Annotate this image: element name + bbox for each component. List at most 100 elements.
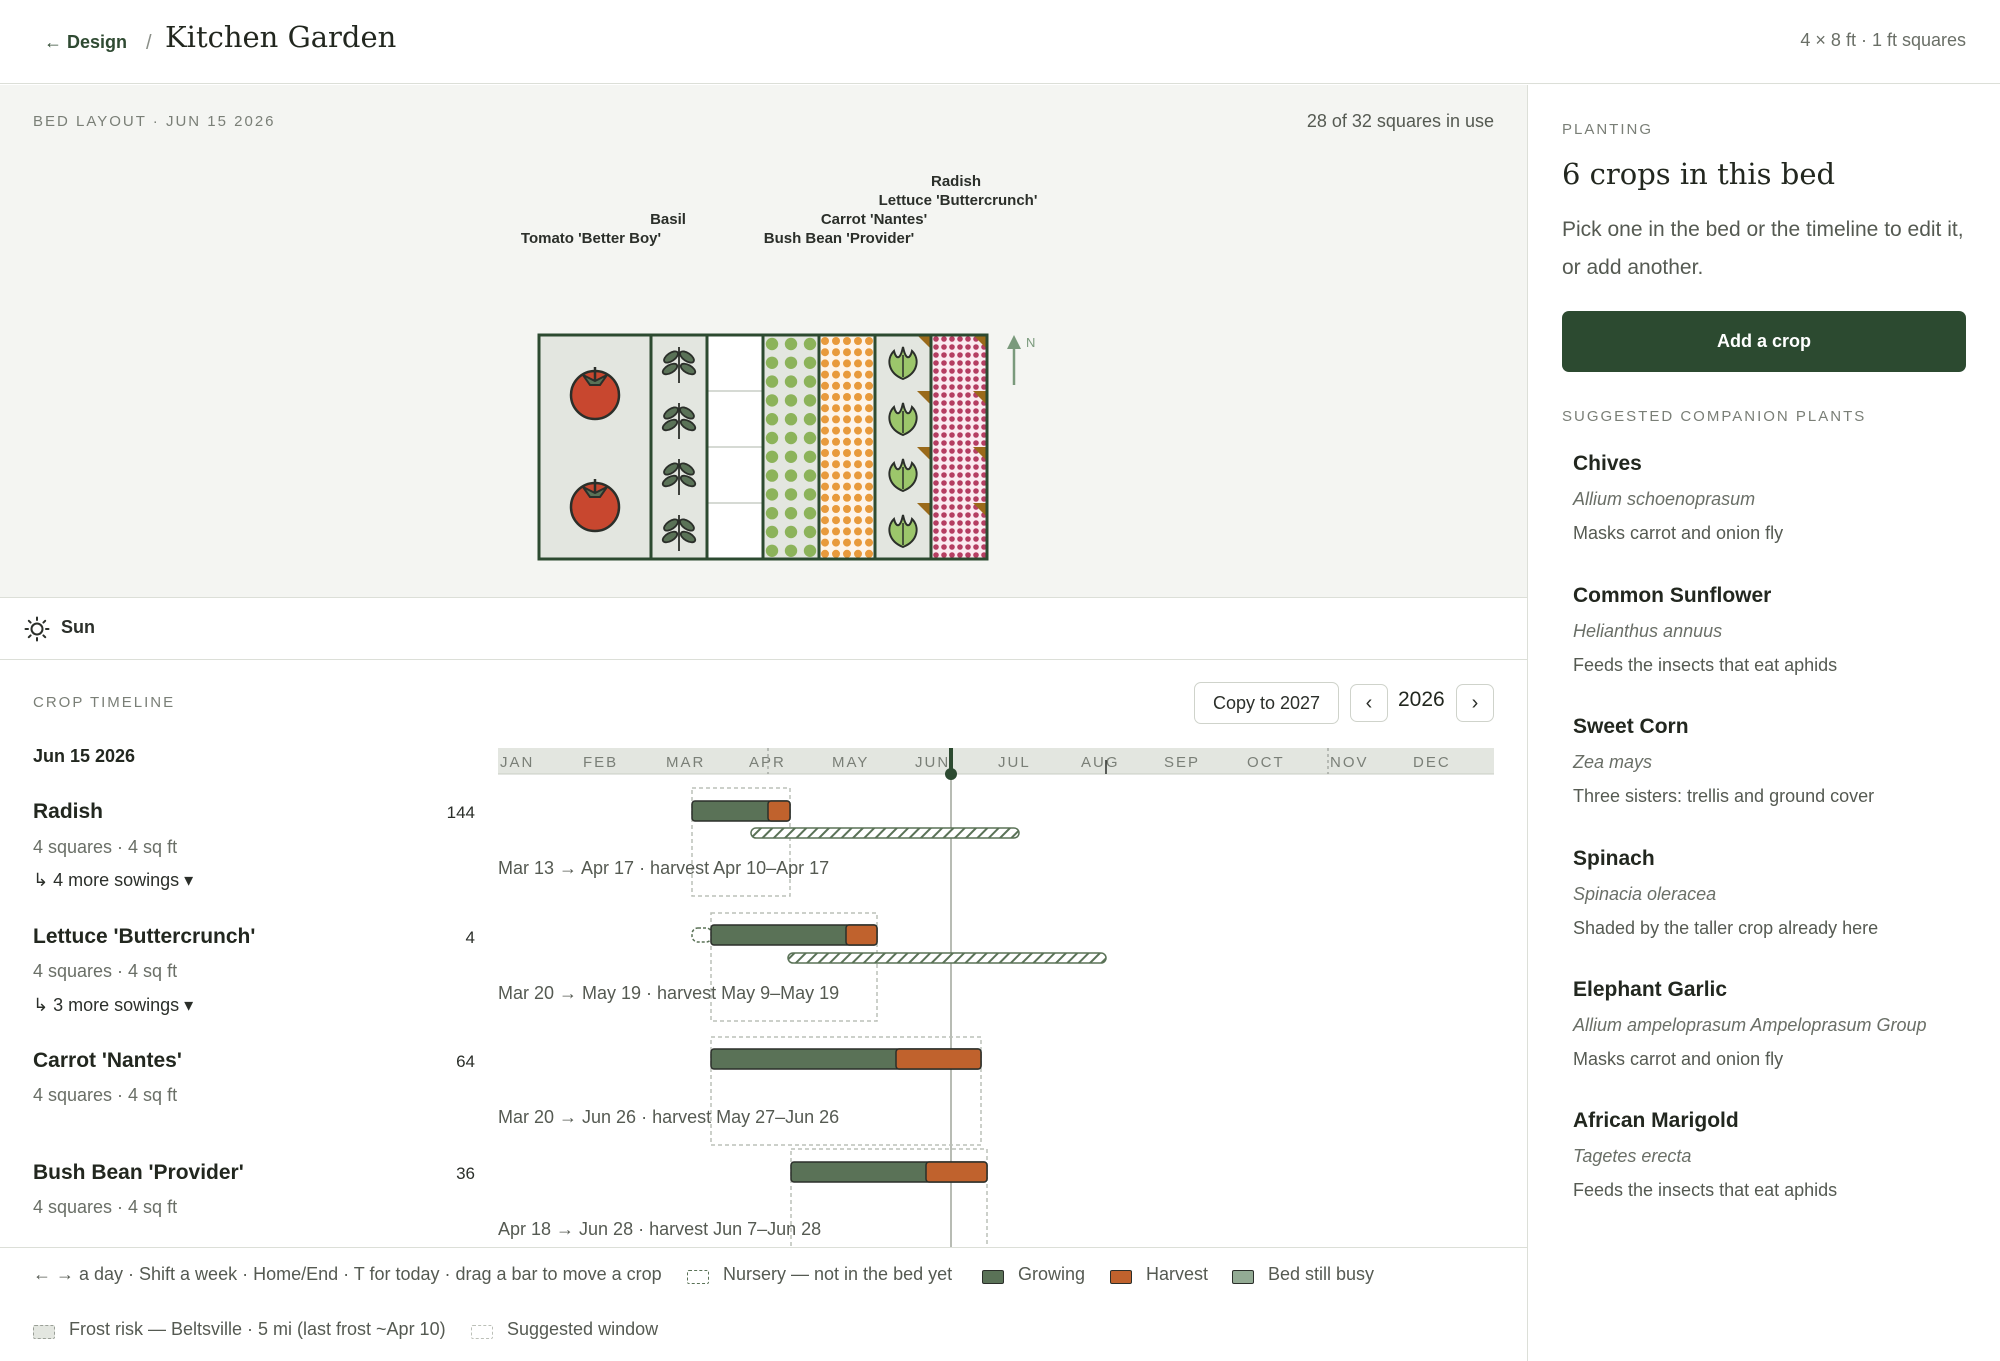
previous-year-button[interactable]: ‹ [1350, 684, 1388, 722]
today-marker[interactable] [945, 768, 957, 780]
radish-more-sowings-bar[interactable] [750, 827, 1020, 839]
carrot-dot [821, 404, 829, 413]
label-basil: Basil [650, 211, 686, 228]
basil-icon [661, 403, 697, 439]
radish-dot [965, 448, 971, 454]
radish-dot [981, 416, 987, 422]
bush-bean-area[interactable] [763, 335, 819, 559]
carrot-dot [865, 460, 873, 469]
companion-item[interactable]: Elephant Garlic Allium ampeloprasum Ampe… [1562, 978, 1982, 1098]
radish-harvest-bar[interactable] [767, 800, 791, 822]
radish-dot [981, 496, 987, 502]
bean-dot [803, 356, 817, 369]
bean-dot [803, 507, 817, 520]
more-sowings-toggle[interactable]: ↳ 3 more sowings ▾ [33, 995, 194, 1015]
radish-dot [973, 536, 979, 542]
crop-name-bush-bean[interactable]: Bush Bean 'Provider' [33, 1161, 244, 1184]
radish-dot [933, 504, 939, 510]
radish-dot [973, 512, 979, 518]
suggested-window [790, 1148, 988, 1247]
bean-dot [803, 394, 817, 407]
radish-dot [981, 432, 987, 438]
radish-dot [957, 424, 963, 430]
crop-name-carrot[interactable]: Carrot 'Nantes' [33, 1049, 182, 1072]
carrot-dot [865, 493, 873, 502]
companion-item[interactable]: Common Sunflower Helianthus annuus Feeds… [1562, 584, 1982, 704]
bean-dot [803, 488, 817, 501]
bed-layout-panel: BED LAYOUT · JUN 15 2026 28 of 32 square… [0, 85, 1528, 597]
lettuce-nursery-bar[interactable] [691, 927, 713, 943]
radish-dot [933, 368, 939, 374]
radish-dot [941, 360, 947, 366]
radish-dot [981, 360, 987, 366]
back-to-design-link[interactable]: ← Design [44, 32, 128, 52]
radish-dot [965, 392, 971, 398]
carrot-dot [854, 505, 862, 513]
companion-name: African Marigold [1573, 1109, 1739, 1132]
bed-grid[interactable]: Tomato 'Better Boy' Basil Bush Bean 'Pro… [520, 165, 1060, 565]
radish-dot [965, 472, 971, 478]
carrot-dot [832, 359, 840, 368]
bean-dot [765, 525, 779, 539]
bean-dot [765, 431, 779, 445]
companion-item[interactable]: Sweet Corn Zea mays Three sisters: trell… [1562, 715, 1982, 835]
suggested-window [710, 1036, 982, 1146]
carrot-area[interactable] [819, 335, 875, 559]
month-label: MAR [666, 754, 705, 771]
lettuce-harvest-bar[interactable] [845, 924, 878, 946]
radish-dot [949, 408, 955, 414]
radish-dot [957, 416, 963, 422]
carrot-dot [843, 505, 851, 513]
companion-item[interactable]: African Marigold Tagetes erecta Feeds th… [1562, 1109, 1982, 1229]
crop-meta: 4 squares · 4 sq ft [33, 837, 178, 857]
carrot-dot [832, 370, 840, 379]
copy-to-next-year-button[interactable]: Copy to 2027 [1194, 682, 1339, 724]
carrot-harvest-bar[interactable] [895, 1048, 982, 1070]
carrot-dot [854, 404, 862, 413]
add-crop-button[interactable]: Add a crop [1562, 311, 1966, 372]
carrot-dot [843, 426, 851, 435]
radish-dot [957, 360, 963, 366]
carrot-dot [865, 449, 873, 457]
radish-dot [949, 376, 955, 382]
radish-dot [981, 520, 987, 526]
keyboard-hints: ← → a day · Shift a week · Home/End · T … [33, 1264, 662, 1284]
carrot-dot [832, 381, 840, 390]
next-year-button[interactable]: › [1456, 684, 1494, 722]
radish-dot [965, 552, 971, 558]
radish-dot [965, 360, 971, 366]
companion-item[interactable]: Spinach Spinacia oleracea Shaded by the … [1562, 847, 1982, 967]
radish-dot [941, 512, 947, 518]
radish-dot [957, 496, 963, 502]
carrot-dot [865, 549, 873, 558]
more-sowings-toggle[interactable]: ↳ 4 more sowings ▾ [33, 870, 194, 890]
lettuce-more-sowings-bar[interactable] [787, 952, 1107, 964]
companion-note: Feeds the insects that eat aphids [1573, 1180, 1838, 1200]
radish-dot [949, 424, 955, 430]
radish-dot [941, 520, 947, 526]
timeline-chart[interactable]: JAN FEB MAR APR MAY JUN JUL AUG SEP OCT NOV DEC [0, 660, 1528, 1247]
carrot-dot [843, 460, 851, 469]
radish-dot [973, 472, 979, 478]
radish-dot [965, 456, 971, 462]
carrot-dot [843, 527, 851, 536]
radish-dot [957, 376, 963, 382]
companion-item[interactable]: Chives Allium schoenoprasum Masks carrot… [1562, 452, 1982, 572]
bush-bean-harvest-bar[interactable] [925, 1161, 988, 1183]
radish-dot [941, 440, 947, 446]
carrot-dot [865, 482, 873, 491]
carrot-dot [821, 471, 829, 480]
companion-name: Chives [1573, 452, 1642, 475]
sun-exposure-row[interactable]: Sun [0, 597, 1528, 660]
radish-dot [965, 344, 971, 350]
radish-corner-marker [973, 447, 987, 461]
radish-dot [957, 544, 963, 550]
radish-dot [941, 392, 947, 398]
radish-dot [949, 544, 955, 550]
north-arrow-icon: N [1007, 335, 1035, 385]
label-carrot: Carrot 'Nantes' [821, 211, 927, 228]
radish-dot [965, 440, 971, 446]
carrot-dot [821, 437, 829, 446]
crop-name-radish[interactable]: Radish [33, 800, 104, 823]
crop-name-lettuce[interactable]: Lettuce 'Buttercrunch' [33, 925, 256, 948]
